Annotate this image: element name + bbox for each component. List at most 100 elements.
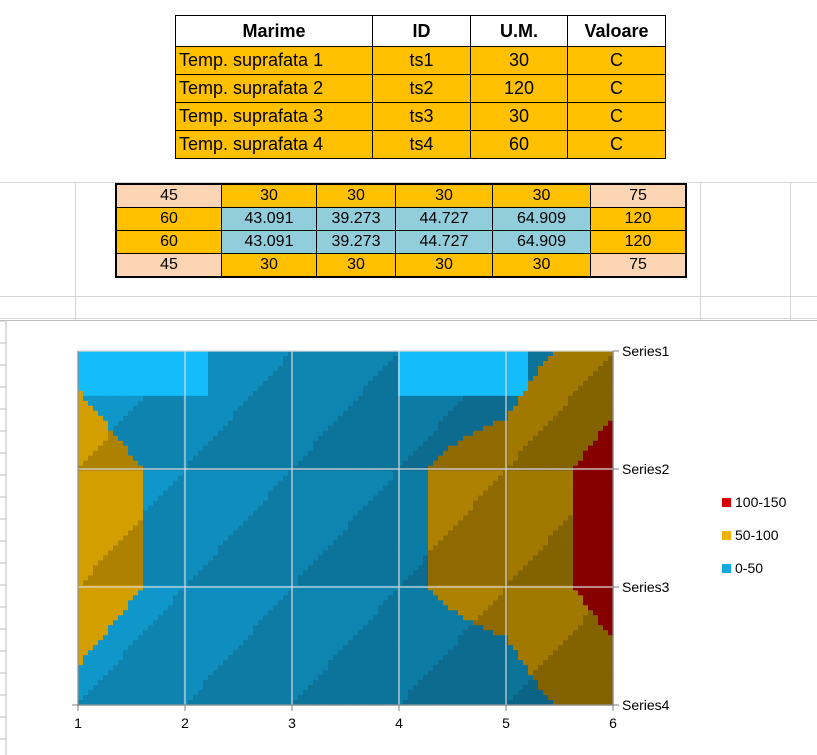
surface-cell xyxy=(93,575,99,581)
surface-cell xyxy=(538,381,544,387)
grid-cell[interactable]: 30 xyxy=(396,254,493,278)
cell-id[interactable]: ts4 xyxy=(373,131,471,159)
surface-cell xyxy=(313,396,319,402)
cell-valoare[interactable]: C xyxy=(568,75,666,103)
cell-um[interactable]: 60 xyxy=(471,131,568,159)
surface-cell xyxy=(508,396,514,402)
cell-valoare[interactable]: C xyxy=(568,103,666,131)
cell-valoare[interactable]: C xyxy=(568,47,666,75)
surface-cell xyxy=(123,381,129,387)
grid-cell[interactable]: 30 xyxy=(317,254,396,278)
grid-cell[interactable]: 60 xyxy=(116,208,222,231)
surface-cell xyxy=(128,351,134,357)
grid-cell[interactable]: 64.909 xyxy=(493,208,591,231)
header-id[interactable]: ID xyxy=(373,16,471,47)
grid-cell[interactable]: 43.091 xyxy=(222,208,317,231)
surface-cell xyxy=(363,411,369,417)
grid-cell[interactable]: 45 xyxy=(116,184,222,208)
surface-cell xyxy=(368,396,374,402)
header-um[interactable]: U.M. xyxy=(471,16,568,47)
cell-valoare[interactable]: C xyxy=(568,131,666,159)
surface-cell xyxy=(288,361,294,367)
surface-cell xyxy=(378,396,384,402)
cell-id[interactable]: ts1 xyxy=(373,47,471,75)
surface-cell xyxy=(563,481,569,487)
cell-id[interactable]: ts2 xyxy=(373,75,471,103)
surface-cell xyxy=(498,421,504,427)
header-marime[interactable]: Marime xyxy=(176,16,373,47)
grid-cell[interactable]: 75 xyxy=(591,254,687,278)
surface-cell xyxy=(323,446,329,452)
header-valoare[interactable]: Valoare xyxy=(568,16,666,47)
grid-cell[interactable]: 45 xyxy=(116,254,222,278)
grid-cell[interactable]: 30 xyxy=(493,184,591,208)
cell-um[interactable]: 120 xyxy=(471,75,568,103)
grid-cell[interactable]: 30 xyxy=(222,254,317,278)
surface-cell xyxy=(238,386,244,392)
surface-cell xyxy=(148,545,154,551)
cell-marime[interactable]: Temp. suprafata 2 xyxy=(176,75,373,103)
surface-cell xyxy=(298,545,304,551)
surface-cell xyxy=(383,560,389,566)
grid-cell[interactable]: 39.273 xyxy=(317,208,396,231)
surface-cell xyxy=(463,550,469,556)
surface-cell xyxy=(583,491,589,497)
surface-cell xyxy=(408,491,414,497)
surface-cell xyxy=(438,461,444,467)
surface-cell xyxy=(418,511,424,517)
surface-cell xyxy=(88,426,94,432)
surface-cell xyxy=(238,545,244,551)
grid-cell[interactable]: 30 xyxy=(493,254,591,278)
surface-cell xyxy=(143,516,149,522)
surface-cell xyxy=(418,471,424,477)
grid-cell[interactable]: 44.727 xyxy=(396,231,493,254)
cell-marime[interactable]: Temp. suprafata 3 xyxy=(176,103,373,131)
surface-cell xyxy=(193,401,199,407)
grid-cell[interactable]: 39.273 xyxy=(317,231,396,254)
surface-cell xyxy=(568,506,574,512)
surface-cell xyxy=(133,431,139,437)
surface-cell xyxy=(233,431,239,437)
surface-cell xyxy=(433,411,439,417)
surface-cell xyxy=(198,506,204,512)
surface-cell xyxy=(178,471,184,477)
surface-cell xyxy=(468,376,474,382)
cell-um[interactable]: 30 xyxy=(471,103,568,131)
surface-cell xyxy=(498,411,504,417)
surface-cell xyxy=(183,461,189,467)
grid-cell[interactable]: 60 xyxy=(116,231,222,254)
surface-cell xyxy=(133,530,139,536)
surface-cell xyxy=(258,361,264,367)
cell-id[interactable]: ts3 xyxy=(373,103,471,131)
grid-cell[interactable]: 30 xyxy=(396,184,493,208)
surface-cell xyxy=(123,416,129,422)
surface-cell xyxy=(523,516,529,522)
cell-marime[interactable]: Temp. suprafata 1 xyxy=(176,47,373,75)
grid-cell[interactable]: 30 xyxy=(317,184,396,208)
surface-cell xyxy=(313,356,319,362)
grid-cell[interactable]: 64.909 xyxy=(493,231,591,254)
surface-cell xyxy=(303,545,309,551)
cell-um[interactable]: 30 xyxy=(471,47,568,75)
surface-cell xyxy=(313,416,319,422)
surface-cell xyxy=(388,530,394,536)
grid-cell[interactable]: 75 xyxy=(591,184,687,208)
surface-cell xyxy=(203,356,209,362)
surface-cell xyxy=(298,560,304,566)
surface-cell xyxy=(483,391,489,397)
grid-cell[interactable]: 120 xyxy=(591,208,687,231)
grid-cell[interactable]: 43.091 xyxy=(222,231,317,254)
surface-cell xyxy=(338,555,344,561)
surface-cell xyxy=(118,401,124,407)
surface-cell xyxy=(308,361,314,367)
surface-cell xyxy=(338,406,344,412)
surface-cell xyxy=(213,491,219,497)
grid-cell[interactable]: 44.727 xyxy=(396,208,493,231)
grid-cell[interactable]: 120 xyxy=(591,231,687,254)
surface-cell xyxy=(443,526,449,532)
surface-cell xyxy=(448,371,454,377)
surface-cell xyxy=(178,396,184,402)
grid-cell[interactable]: 30 xyxy=(222,184,317,208)
cell-marime[interactable]: Temp. suprafata 4 xyxy=(176,131,373,159)
